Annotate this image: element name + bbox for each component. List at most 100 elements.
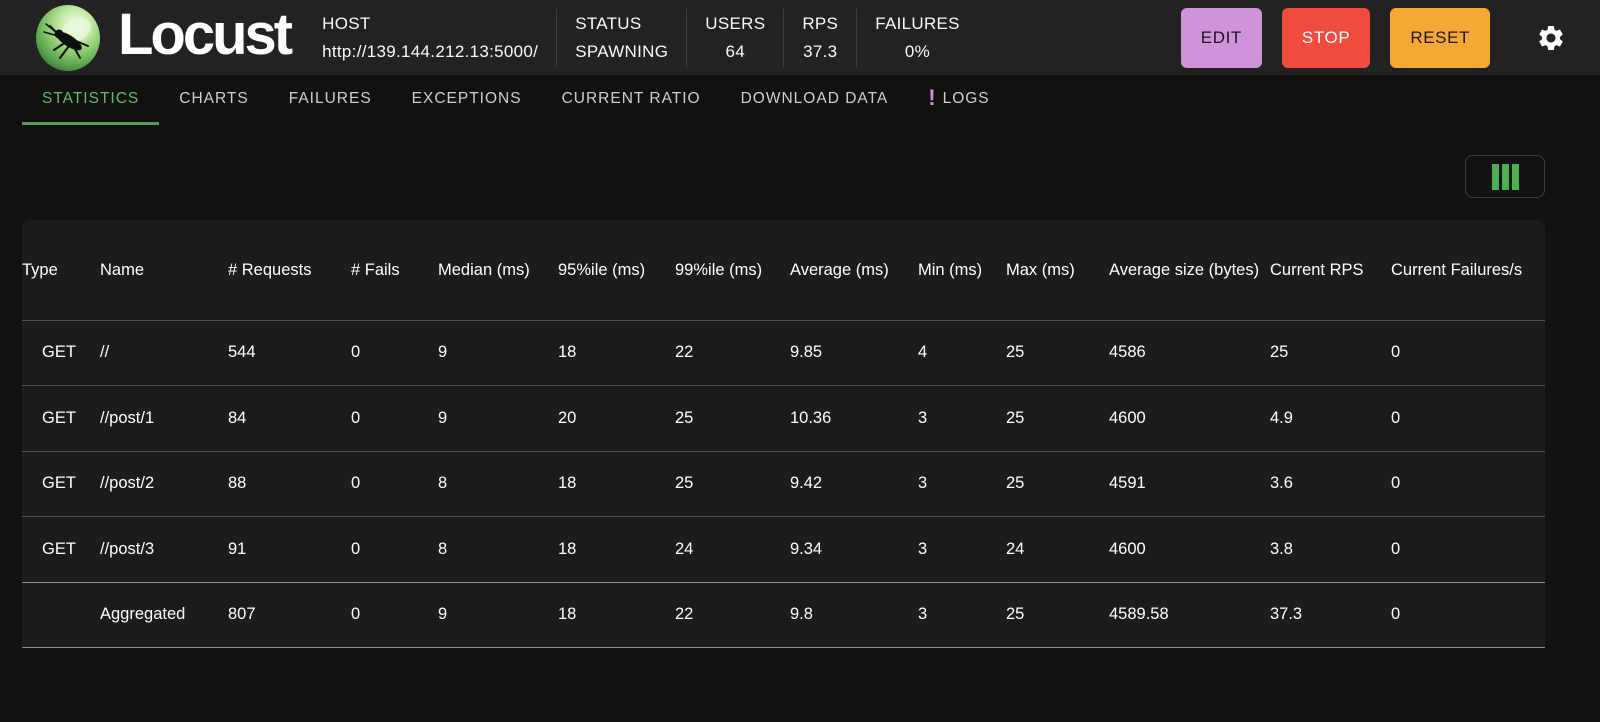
cell-current-failures: 0: [1391, 343, 1401, 362]
divider: [686, 8, 688, 67]
column-header[interactable]: Max (ms): [1006, 260, 1075, 279]
users-count: 64: [725, 41, 746, 61]
locust-logo-icon: [36, 4, 100, 71]
cell-99ile: 25: [675, 408, 694, 427]
host-value: http://139.144.212.13:5000/: [322, 41, 539, 61]
rps-value: 37.3: [803, 41, 838, 61]
cell-max: 25: [1006, 605, 1025, 624]
cell-min: 3: [918, 474, 928, 493]
cell-95ile: 18: [558, 343, 577, 362]
cell-median: 9: [438, 605, 448, 624]
tab-label: EXCEPTIONS: [411, 89, 522, 107]
cell-max: 25: [1006, 408, 1025, 427]
cell-avg-size: 4586: [1109, 343, 1146, 362]
column-header[interactable]: Min (ms): [918, 260, 983, 279]
cell-current-failures: 0: [1391, 539, 1401, 558]
status-info: STATUS SPAWNING: [557, 14, 686, 62]
columns-icon: [1491, 163, 1519, 190]
statistics-table-card: Type Name # Requests # Fails Median (ms) 95%i…: [22, 220, 1545, 648]
cell-fails: 0: [351, 408, 361, 427]
cell-type: [22, 582, 100, 648]
status-label: STATUS: [575, 13, 642, 33]
cell-median: 8: [438, 539, 448, 558]
tab-download-data[interactable]: DOWNLOAD DATA: [721, 75, 909, 125]
cell-average: 9.85: [790, 343, 823, 362]
cell-current-rps: 37.3: [1270, 605, 1303, 624]
cell-current-rps: 3.8: [1270, 539, 1293, 558]
run-info-strip: HOST http://139.144.212.13:5000/ STATUS …: [304, 0, 978, 75]
column-header[interactable]: Average size (bytes): [1109, 260, 1260, 279]
cell-type: GET: [42, 343, 76, 362]
edit-button[interactable]: EDIT: [1180, 7, 1262, 68]
cell-name: //post/2: [100, 474, 155, 493]
cell-99ile: 24: [675, 539, 694, 558]
column-selector-button[interactable]: [1465, 155, 1545, 198]
tab-label: CURRENT RATIO: [561, 89, 701, 107]
locust-logo-link[interactable]: Locust: [36, 1, 293, 71]
cell-requests: 84: [228, 408, 247, 427]
table-row: GET //post/1 84 0 9 20 25 10.36 3 25 460…: [22, 386, 1545, 451]
column-header[interactable]: Type: [22, 260, 58, 279]
cell-requests: 91: [228, 539, 247, 558]
cell-avg-size: 4591: [1109, 474, 1146, 493]
column-header[interactable]: # Requests: [228, 260, 312, 279]
table-row: GET //post/3 91 0 8 18 24 9.34 3 24 4600…: [22, 517, 1545, 582]
column-header[interactable]: # Fails: [351, 260, 400, 279]
cell-current-rps: 25: [1270, 343, 1289, 362]
cell-current-rps: 3.6: [1270, 474, 1293, 493]
cell-median: 8: [438, 474, 448, 493]
tab-exceptions[interactable]: EXCEPTIONS: [392, 75, 542, 125]
cell-95ile: 18: [558, 605, 577, 624]
cell-name: //post/3: [100, 539, 155, 558]
column-header[interactable]: Median (ms): [438, 260, 530, 279]
cell-name: //: [100, 343, 110, 362]
tab-statistics[interactable]: STATISTICS: [22, 75, 160, 125]
tab-label: CHARTS: [179, 89, 249, 107]
column-header[interactable]: Name: [100, 260, 145, 279]
cell-type: GET: [42, 539, 76, 558]
failures-info: FAILURES 0%: [857, 14, 978, 62]
tab-label: DOWNLOAD DATA: [740, 89, 889, 107]
divider: [856, 8, 858, 67]
cell-current-failures: 0: [1391, 408, 1401, 427]
tab-label: LOGS: [942, 89, 990, 107]
rps-label: RPS: [802, 13, 839, 33]
cell-min: 3: [918, 539, 928, 558]
rps-info: RPS 37.3: [784, 14, 856, 62]
cell-average: 9.42: [790, 474, 823, 493]
statistics-table: Type Name # Requests # Fails Median (ms) 95%i…: [22, 220, 1545, 648]
column-header[interactable]: 95%ile (ms): [558, 260, 646, 279]
cell-max: 25: [1006, 474, 1025, 493]
cell-min: 4: [918, 343, 928, 362]
cell-min: 3: [918, 408, 928, 427]
cell-max: 24: [1006, 539, 1025, 558]
tab-logs[interactable]: ! LOGS: [908, 75, 1009, 125]
column-header[interactable]: 99%ile (ms): [675, 260, 763, 279]
tab-current-ratio[interactable]: CURRENT RATIO: [542, 75, 721, 125]
stop-button[interactable]: STOP: [1281, 7, 1371, 68]
cell-95ile: 20: [558, 408, 577, 427]
reset-button[interactable]: RESET: [1390, 7, 1490, 68]
app-bar: Locust HOST http://139.144.212.13:5000/ …: [0, 0, 1600, 75]
cell-median: 9: [438, 343, 448, 362]
tab-failures[interactable]: FAILURES: [269, 75, 392, 125]
cell-max: 25: [1006, 343, 1025, 362]
cell-99ile: 22: [675, 343, 694, 362]
table-row: GET //post/2 88 0 8 18 25 9.42 3 25 4591…: [22, 451, 1545, 517]
cell-type: GET: [42, 408, 76, 427]
table-row: GET // 544 0 9 18 22 9.85 4 25 4586 25 0: [22, 320, 1545, 386]
cell-avg-size: 4600: [1109, 539, 1146, 558]
table-toolbar: [22, 155, 1545, 198]
column-header[interactable]: Current Failures/s: [1391, 260, 1523, 279]
column-header[interactable]: Current RPS: [1270, 260, 1364, 279]
cell-current-failures: 0: [1391, 605, 1401, 624]
tab-label: STATISTICS: [42, 89, 140, 107]
settings-button[interactable]: [1536, 23, 1566, 53]
app-title: Locust: [118, 1, 293, 67]
host-info: HOST http://139.144.212.13:5000/: [304, 14, 556, 62]
divider: [783, 8, 785, 67]
failures-label: FAILURES: [875, 13, 960, 33]
tab-charts[interactable]: CHARTS: [159, 75, 268, 125]
column-header[interactable]: Average (ms): [790, 260, 889, 279]
cell-fails: 0: [351, 605, 361, 624]
